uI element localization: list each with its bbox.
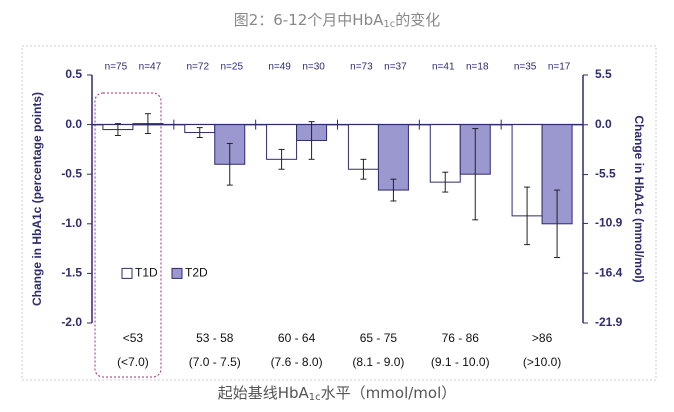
chart-title: 图2：6-12个月中HbA1c的变化 (234, 11, 441, 31)
highlight-box (94, 92, 162, 378)
n-label: n=75 (105, 62, 128, 73)
x-tick-sublabel: (<7.0) (117, 355, 149, 369)
n-label: n=35 (514, 62, 537, 73)
y2-tick-label: 0.0 (595, 117, 612, 131)
x-tick-sublabel: (9.1 - 10.0) (431, 355, 490, 369)
y-tick-label: -2.0 (61, 315, 82, 329)
n-label: n=72 (186, 62, 209, 73)
y2-axis-label: Change in HbA1c (mmol/mol) (632, 115, 646, 282)
y2-tick-label: -10.9 (595, 216, 623, 230)
n-label: n=47 (139, 62, 162, 73)
x-tick-sublabel: (7.0 - 7.5) (189, 355, 241, 369)
frame (21, 45, 657, 381)
legend-label: T1D (135, 266, 158, 280)
n-label: n=41 (432, 62, 455, 73)
x-tick-label: 65 - 75 (360, 331, 398, 345)
y-axis-label: Change in HbA1c (percentage points) (30, 92, 44, 306)
y2-tick-label: -21.9 (595, 315, 623, 329)
x-tick-label: 60 - 64 (278, 331, 316, 345)
n-label: n=18 (466, 62, 489, 73)
y2-tick-label: -5.5 (595, 167, 616, 181)
n-label: n=37 (384, 62, 407, 73)
n-label: n=73 (350, 62, 373, 73)
legend-swatch (171, 267, 183, 279)
y-tick-label: 0.5 (65, 67, 82, 81)
x-tick-label: 53 - 58 (196, 331, 234, 345)
legend-label: T2D (185, 266, 208, 280)
x-tick-label: >86 (532, 331, 553, 345)
y-tick-label: 0.0 (65, 117, 82, 131)
y2-tick-label: 5.5 (595, 67, 612, 81)
x-tick-label: <53 (123, 331, 144, 345)
n-label: n=25 (220, 62, 243, 73)
x-tick-sublabel: (>10.0) (523, 355, 561, 369)
y-tick-label: -0.5 (61, 166, 82, 180)
n-label: n=30 (302, 62, 325, 73)
n-label: n=49 (268, 62, 291, 73)
y-tick-label: -1.5 (61, 266, 82, 280)
x-tick-sublabel: (7.6 - 8.0) (271, 355, 323, 369)
y-tick-label: -1.0 (61, 216, 82, 230)
n-label: n=17 (548, 62, 571, 73)
x-tick-sublabel: (8.1 - 9.0) (352, 355, 404, 369)
x-axis-caption: 起始基线HbA1c水平（mmol/mol） (218, 384, 457, 404)
legend-swatch (121, 267, 133, 279)
x-tick-label: 76 - 86 (442, 331, 480, 345)
y2-tick-label: -16.4 (595, 265, 623, 279)
